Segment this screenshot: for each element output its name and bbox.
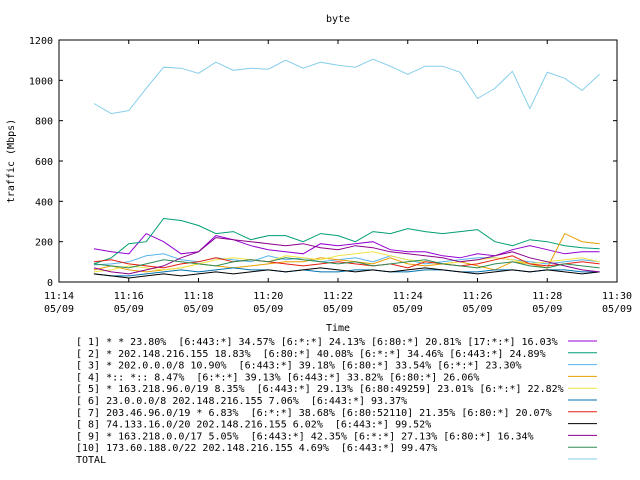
- legend-entry-label: [ 8] 74.133.16.0/20 202.148.216.155 6.02…: [76, 420, 431, 431]
- legend-entry-label: [ 1] * * 23.80% [6:443:*] 34.57% [6:*:*]…: [76, 337, 558, 348]
- series-line-5: [93, 251, 600, 273]
- series-line-7: [93, 255, 600, 269]
- legend-entry-label: [ 7] 203.46.96.0/19 * 6.83% [6:*:*] 38.6…: [76, 408, 552, 419]
- y-axis-label: traffic (Mbps): [6, 119, 17, 203]
- chart-title: byte: [326, 14, 350, 25]
- x-tick-label-date: 05/09: [253, 304, 283, 315]
- legend-entry-label: TOTAL: [76, 455, 106, 466]
- x-tick-label-date: 05/09: [532, 304, 562, 315]
- legend-entry-label: [ 4] *:: *:: 8.47% [6:*:*] 39.13% [6:443…: [76, 372, 479, 383]
- x-tick-label-time: 11:22: [323, 291, 353, 302]
- legend-entry-label: [ 6] 23.0.0.0/8 202.148.216.155 7.06% [6…: [76, 396, 407, 407]
- y-tick-label: 200: [35, 238, 53, 249]
- y-tick-label: 400: [35, 197, 53, 208]
- x-tick-label-date: 05/09: [323, 304, 353, 315]
- x-tick-label-date: 05/09: [602, 304, 632, 315]
- y-tick-label: 600: [35, 157, 53, 168]
- x-tick-label-time: 11:24: [393, 291, 423, 302]
- series-line-9: [93, 237, 600, 275]
- x-axis-label: Time: [326, 323, 350, 334]
- x-tick-label-date: 05/09: [393, 304, 423, 315]
- legend-entry-label: [10] 173.60.188.0/22 202.148.216.155 4.6…: [76, 443, 437, 454]
- y-tick-label: 1200: [29, 36, 53, 47]
- x-tick-label-time: 11:30: [602, 291, 632, 302]
- x-tick-label-date: 05/09: [44, 304, 74, 315]
- x-tick-label-date: 05/09: [183, 304, 213, 315]
- y-tick-label: 1000: [29, 76, 53, 87]
- y-tick-label: 800: [35, 117, 53, 128]
- x-tick-label-time: 11:18: [183, 291, 213, 302]
- x-tick-label-date: 05/09: [114, 304, 144, 315]
- series-line-8: [93, 267, 600, 279]
- x-tick-label-time: 11:20: [253, 291, 283, 302]
- series-line-11: [93, 58, 600, 115]
- x-tick-label-time: 11:14: [44, 291, 74, 302]
- x-tick-label-time: 11:26: [462, 291, 492, 302]
- legend-entry-label: [ 9] * 163.218.0.0/17 5.05% [6:443:*] 42…: [76, 431, 534, 442]
- series-line-2: [93, 217, 600, 265]
- x-tick-label-time: 11:16: [114, 291, 144, 302]
- legend-entry-label: [ 2] * 202.148.216.155 18.83% [6:80:*] 4…: [76, 349, 546, 360]
- x-tick-label-time: 11:28: [532, 291, 562, 302]
- legend-entry-label: [ 5] * 163.218.96.0/19 8.35% [6:443:*] 2…: [76, 384, 564, 395]
- y-tick-label: 0: [47, 278, 53, 289]
- series-line-1: [93, 232, 600, 259]
- series-line-10: [93, 257, 600, 269]
- x-tick-label-date: 05/09: [462, 304, 492, 315]
- legend-entry-label: [ 3] * 202.0.0.0/8 10.90% [6:443:*] 39.1…: [76, 361, 522, 372]
